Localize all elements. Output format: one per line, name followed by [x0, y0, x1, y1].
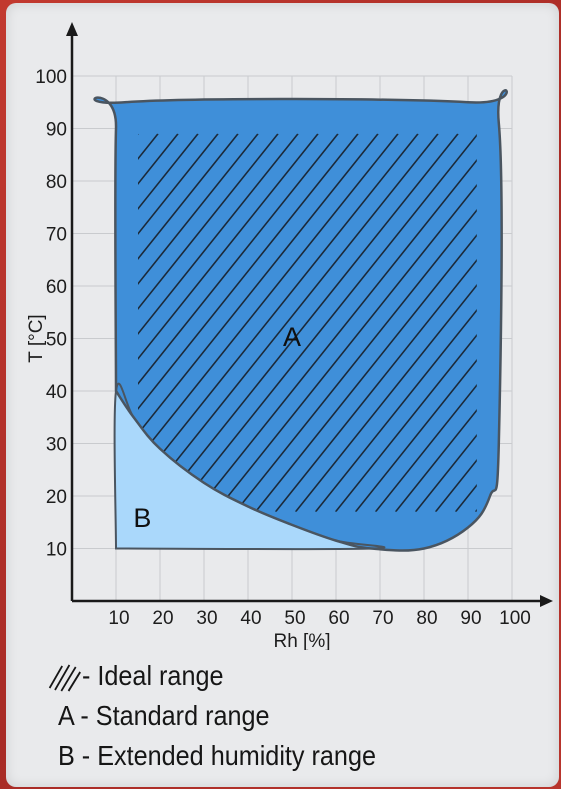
hatch-line	[138, 133, 319, 512]
legend-text-standard: A - Standard range	[58, 700, 270, 731]
x-tick-label: 60	[328, 608, 349, 629]
hatch-line	[138, 133, 439, 512]
hatch-line	[138, 133, 219, 512]
hatch-line	[234, 133, 477, 512]
region-b	[114, 383, 385, 550]
hatch-line	[138, 133, 419, 512]
x-tick-labels: 10 20 30 40 50 60 70 80 90 100	[108, 608, 530, 629]
hatch-line	[138, 133, 199, 512]
hatch-line	[374, 133, 477, 512]
hatch-line	[154, 133, 459, 512]
hatch-line	[354, 133, 477, 512]
legend-item-standard-range: A - Standard range	[58, 696, 376, 736]
hatch-line	[254, 133, 477, 512]
hatch-line	[138, 133, 339, 512]
y-tick-labels: 10 20 30 40 50 60 70 80 90 100	[35, 67, 67, 561]
hatch-line	[194, 133, 477, 512]
hatch-line	[414, 133, 477, 512]
y-tick-label: 10	[46, 540, 67, 561]
hatch-swatch-icon	[48, 664, 81, 692]
y-tick-label: 30	[46, 435, 67, 456]
hatch-line	[174, 133, 477, 512]
x-tick-label: 70	[372, 608, 393, 629]
y-tick-label: 90	[46, 120, 67, 141]
hatch-line	[294, 133, 477, 512]
region-b-outline	[113, 382, 386, 551]
x-tick-label: 20	[152, 608, 173, 629]
hatch-line	[138, 133, 359, 512]
y-axis-arrow-icon	[66, 22, 78, 36]
ideal-range-hatch	[138, 133, 561, 512]
legend-text-extended: B - Extended humidity range	[58, 740, 376, 771]
legend-item-extended-range: B - Extended humidity range	[58, 736, 376, 776]
x-tick-label: 90	[460, 608, 481, 629]
y-tick-label: 70	[46, 225, 67, 246]
hatch-line	[214, 133, 477, 512]
hatch-line	[334, 133, 477, 512]
hatch-line	[138, 133, 279, 512]
x-tick-label: 10	[108, 608, 129, 629]
x-axis-label: Rh [%]	[273, 631, 330, 650]
y-tick-label: 50	[46, 330, 67, 351]
hatch-line	[138, 133, 379, 512]
y-tick-label: 80	[46, 172, 67, 193]
legend-text-ideal: - Ideal range	[82, 660, 224, 691]
x-tick-label: 80	[416, 608, 437, 629]
legend: - Ideal range A - Standard range B - Ext…	[46, 656, 411, 776]
x-tick-label: 30	[196, 608, 217, 629]
y-tick-label: 100	[35, 67, 67, 88]
hatch-line	[274, 133, 477, 512]
x-tick-label: 40	[240, 608, 261, 629]
y-tick-label: 20	[46, 487, 67, 508]
y-tick-label: 60	[46, 277, 67, 298]
chart-svg: 10 20 30 40 50 60 70 80 90 100 10 20 30 40 50 60 70 80 90…	[26, 22, 561, 650]
hatch-line	[138, 133, 239, 512]
hatch-line	[496, 134, 561, 512]
region-a-label: A	[283, 322, 301, 352]
x-axis-arrow-icon	[540, 595, 553, 607]
axes	[66, 22, 553, 607]
y-axis-label: T [°C]	[26, 314, 47, 362]
hatch-line	[314, 133, 477, 512]
region-b-label: B	[133, 503, 151, 533]
hatch-line	[138, 133, 259, 512]
x-tick-label: 100	[499, 608, 531, 629]
hatch-line	[394, 133, 477, 512]
x-tick-label: 50	[284, 608, 305, 629]
y-tick-label: 40	[46, 382, 67, 403]
hatch-line	[138, 133, 299, 512]
legend-item-ideal-range: - Ideal range	[46, 656, 375, 696]
